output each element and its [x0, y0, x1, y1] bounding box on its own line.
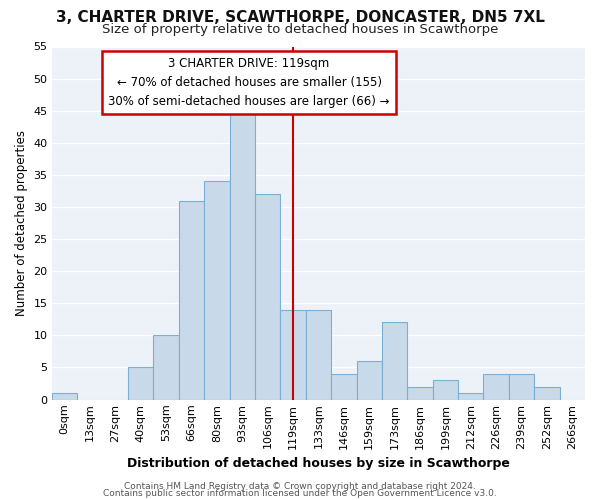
- Bar: [382, 322, 407, 400]
- Bar: [306, 310, 331, 400]
- Bar: [331, 374, 356, 400]
- Text: Contains public sector information licensed under the Open Government Licence v3: Contains public sector information licen…: [103, 488, 497, 498]
- Bar: [179, 200, 204, 400]
- Bar: [356, 361, 382, 400]
- Bar: [204, 182, 230, 400]
- Bar: [509, 374, 534, 400]
- Bar: [280, 310, 306, 400]
- Bar: [458, 393, 484, 400]
- Bar: [484, 374, 509, 400]
- Bar: [128, 368, 154, 400]
- Text: 3, CHARTER DRIVE, SCAWTHORPE, DONCASTER, DN5 7XL: 3, CHARTER DRIVE, SCAWTHORPE, DONCASTER,…: [56, 10, 544, 25]
- Text: 3 CHARTER DRIVE: 119sqm
← 70% of detached houses are smaller (155)
30% of semi-d: 3 CHARTER DRIVE: 119sqm ← 70% of detache…: [109, 57, 390, 108]
- Bar: [52, 393, 77, 400]
- Y-axis label: Number of detached properties: Number of detached properties: [15, 130, 28, 316]
- Bar: [154, 336, 179, 400]
- Bar: [255, 194, 280, 400]
- Text: Size of property relative to detached houses in Scawthorpe: Size of property relative to detached ho…: [102, 22, 498, 36]
- Bar: [534, 386, 560, 400]
- Bar: [407, 386, 433, 400]
- Bar: [433, 380, 458, 400]
- X-axis label: Distribution of detached houses by size in Scawthorpe: Distribution of detached houses by size …: [127, 457, 510, 470]
- Text: Contains HM Land Registry data © Crown copyright and database right 2024.: Contains HM Land Registry data © Crown c…: [124, 482, 476, 491]
- Bar: [230, 110, 255, 400]
